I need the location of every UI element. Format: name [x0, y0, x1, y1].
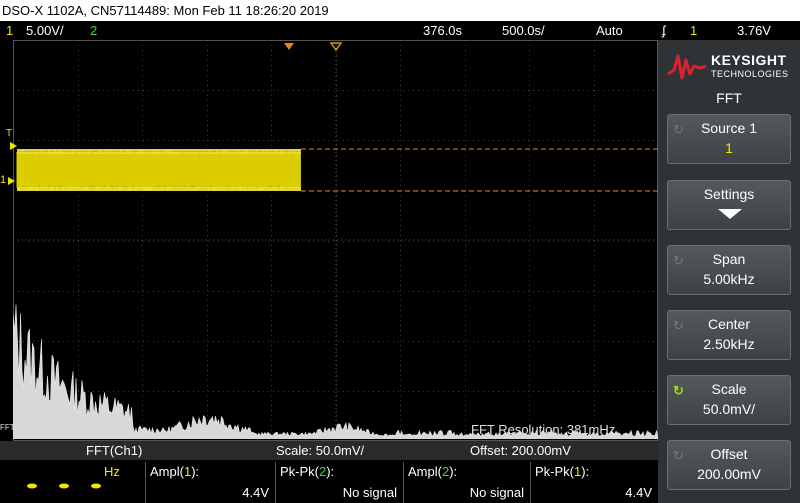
offset-softkey[interactable]: ↻ Offset 200.00mV: [667, 440, 791, 490]
trigger-channel[interactable]: 1: [690, 23, 698, 38]
meas-pkpk-ch1[interactable]: Pk-Pk(1): 4.4V: [530, 462, 658, 503]
fft-resolution: FFT Resolution: 381mHz: [471, 422, 615, 437]
rotate-icon: ↻: [673, 318, 684, 333]
trigger-level[interactable]: 3.76V: [737, 23, 771, 38]
fft-offset: Offset: 200.00mV: [470, 443, 571, 458]
time-offset[interactable]: 376.0s: [423, 23, 463, 38]
meas-pkpk-ch2[interactable]: Pk-Pk(2): No signal: [275, 462, 403, 503]
rotate-active-icon: ↻: [673, 383, 684, 398]
time-reference-marker: [329, 42, 343, 52]
softkey-panel: KEYSIGHT TECHNOLOGIES FFT ↻ Source 1 1 S…: [658, 40, 800, 503]
trigger-mode[interactable]: Auto: [596, 23, 623, 38]
center-softkey[interactable]: ↻ Center 2.50kHz: [667, 310, 791, 360]
ch1-indicator[interactable]: 1: [6, 23, 14, 38]
rotate-icon: ↻: [673, 253, 684, 268]
ch2-indicator[interactable]: 2: [90, 23, 98, 38]
rotate-icon: ↻: [673, 448, 684, 463]
meas-value: No signal: [469, 485, 524, 500]
keysight-logo: KEYSIGHT TECHNOLOGIES: [668, 50, 793, 84]
dashed-line-icon: [27, 483, 101, 489]
meas-ampl-ch1[interactable]: Ampl(1): 4.4V: [145, 462, 275, 503]
fft-trace: [13, 304, 658, 439]
meas-ampl-ch2[interactable]: Ampl(2): No signal: [403, 462, 530, 503]
trigger-level-arrow-icon: [10, 142, 17, 150]
settings-softkey[interactable]: Settings: [667, 180, 791, 230]
scale-softkey[interactable]: ↻ Scale 50.0mV/: [667, 375, 791, 425]
source-softkey[interactable]: ↻ Source 1 1: [667, 114, 791, 164]
fft-source: FFT(Ch1): [86, 443, 143, 458]
rotate-icon: ↻: [673, 122, 684, 137]
meas-value: 4.4V: [242, 485, 269, 500]
trigger-marker: T: [6, 128, 13, 139]
brand-name: KEYSIGHT: [711, 52, 787, 68]
status-bar: 1 5.00V/ 2 376.0s 500.0s/ Auto ʄ 1 3.76V: [0, 21, 800, 40]
waveform-display[interactable]: FFT Resolution: 381mHz: [13, 40, 658, 441]
ch1-scale[interactable]: 5.00V/: [26, 23, 64, 38]
ch1-ground-arrow-icon: [8, 177, 15, 185]
trigger-edge-icon: ʄ: [662, 23, 666, 38]
brand-subtitle: TECHNOLOGIES: [711, 69, 789, 79]
menu-title: FFT: [716, 90, 742, 106]
waveform-svg: FFT Resolution: 381mHz: [13, 40, 658, 441]
span-softkey[interactable]: ↻ Span 5.00kHz: [667, 245, 791, 295]
time-scale[interactable]: 500.0s/: [502, 23, 545, 38]
fft-info-bar: FFT(Ch1) Scale: 50.0mV/ Offset: 200.00mV: [0, 441, 658, 460]
fft-scale: Scale: 50.0mV/: [276, 443, 365, 458]
meas-unit: Hz: [104, 464, 120, 479]
meas-value: No signal: [342, 485, 397, 500]
measurement-bar: Hz Ampl(1): 4.4V Pk-Pk(2): No signal Amp…: [0, 462, 658, 503]
window-title: DSO-X 1102A, CN57114489: Mon Feb 11 18:2…: [0, 0, 800, 21]
meas-freq-cell[interactable]: Hz: [0, 462, 145, 503]
keysight-wave-icon: [668, 54, 707, 80]
submenu-arrow-icon: [718, 209, 742, 219]
fft-marker: FFT: [0, 423, 15, 432]
ch1-trace-texture: [16, 149, 301, 191]
meas-value: 4.4V: [625, 485, 652, 500]
screen-border: [13, 40, 658, 441]
trigger-position-marker: [284, 43, 294, 50]
ch1-ground-marker[interactable]: 1: [0, 174, 7, 186]
